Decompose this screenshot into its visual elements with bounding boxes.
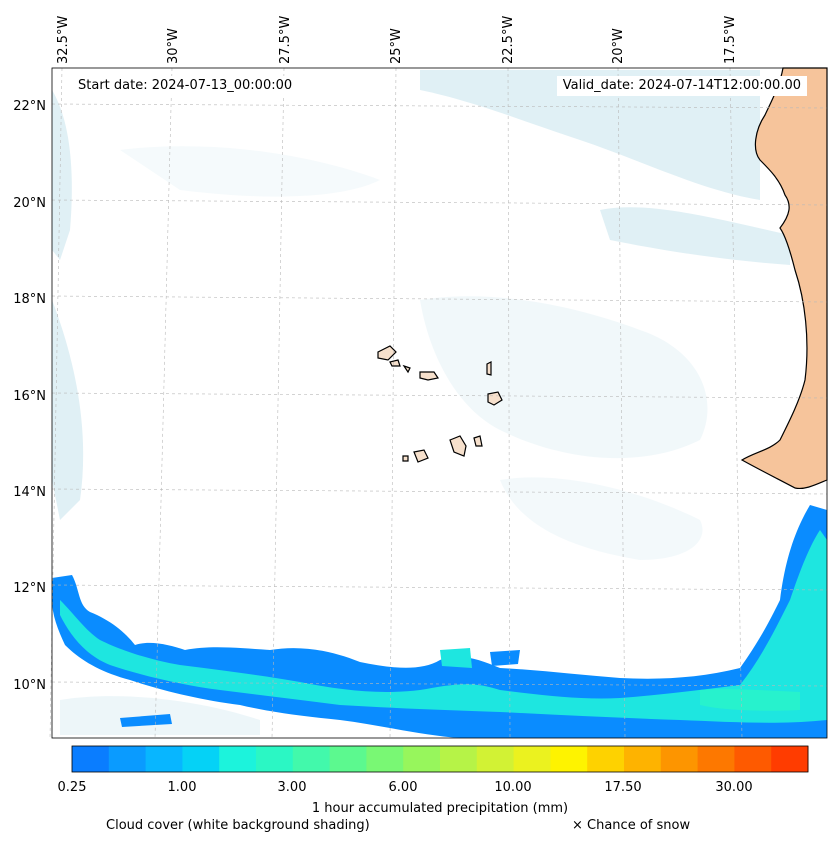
colorbar-swatch xyxy=(403,746,441,772)
lat-label: 22°N xyxy=(13,99,46,114)
colorbar-swatch xyxy=(624,746,662,772)
colorbar-tick: 10.00 xyxy=(494,780,532,795)
longitude-labels: 32.5°W 30°W 27.5°W 25°W 22.5°W 20°W 17.5… xyxy=(56,16,738,64)
lat-label: 20°N xyxy=(13,196,46,211)
colorbar-tick: 6.00 xyxy=(388,780,418,795)
map-frame xyxy=(51,67,828,739)
colorbar-swatch xyxy=(660,746,699,772)
cape-verde-islands xyxy=(377,345,503,463)
colorbar-swatch xyxy=(108,746,147,772)
colorbar-tick: 30.00 xyxy=(715,780,753,795)
colorbar-swatch xyxy=(550,746,588,772)
colorbar-swatch xyxy=(182,746,220,772)
lon-label: 32.5°W xyxy=(56,16,71,64)
colorbar-swatch xyxy=(256,746,294,772)
colorbar-swatch xyxy=(513,746,551,772)
colorbar-swatch xyxy=(145,746,183,772)
colorbar-tick: 3.00 xyxy=(277,780,307,795)
colorbar-swatch xyxy=(476,746,515,772)
lon-label: 17.5°W xyxy=(723,16,738,64)
colorbar-title: 1 hour accumulated precipitation (mm) xyxy=(311,801,569,816)
africa-coast xyxy=(740,67,828,490)
lat-label: 12°N xyxy=(13,581,46,596)
colorbar-tick: 0.25 xyxy=(57,780,87,795)
colorbar-swatch xyxy=(219,746,257,772)
valid-date-label: Valid_date: 2024-07-14T12:00:00.00 xyxy=(556,76,807,96)
lat-label: 18°N xyxy=(13,292,46,307)
lon-label: 27.5°W xyxy=(278,16,293,64)
colorbar-swatch xyxy=(292,746,331,772)
lon-label: 25°W xyxy=(389,28,404,64)
cloud-cover-note: Cloud cover (white background shading) xyxy=(106,818,370,833)
lat-label: 10°N xyxy=(13,678,46,693)
colorbar-tick: 1.00 xyxy=(167,780,197,795)
precipitation-layer xyxy=(52,505,827,738)
colorbar-tick: 17.50 xyxy=(604,780,642,795)
colorbar-swatch xyxy=(329,746,367,772)
colorbar-swatch xyxy=(366,746,404,772)
latitude-labels: 22°N 20°N 18°N 16°N 14°N 12°N 10°N xyxy=(13,99,46,693)
colorbar-swatch xyxy=(440,746,478,772)
lat-label: 14°N xyxy=(13,485,46,500)
lon-label: 20°W xyxy=(611,28,626,64)
colorbar-swatch xyxy=(72,746,110,772)
lon-label: 22.5°W xyxy=(501,16,516,64)
colorbar-frame xyxy=(71,745,809,773)
colorbar-swatch xyxy=(734,746,772,772)
colorbar-swatch xyxy=(587,746,625,772)
lon-label: 30°W xyxy=(166,28,181,64)
colorbar-swatch xyxy=(771,746,809,772)
lat-label: 16°N xyxy=(13,389,46,404)
colorbar-swatch xyxy=(697,746,735,772)
start-date-label: Start date: 2024-07-13_00:00:00 xyxy=(72,76,299,96)
colorbar xyxy=(71,745,809,773)
snow-note: × Chance of snow xyxy=(572,818,691,833)
